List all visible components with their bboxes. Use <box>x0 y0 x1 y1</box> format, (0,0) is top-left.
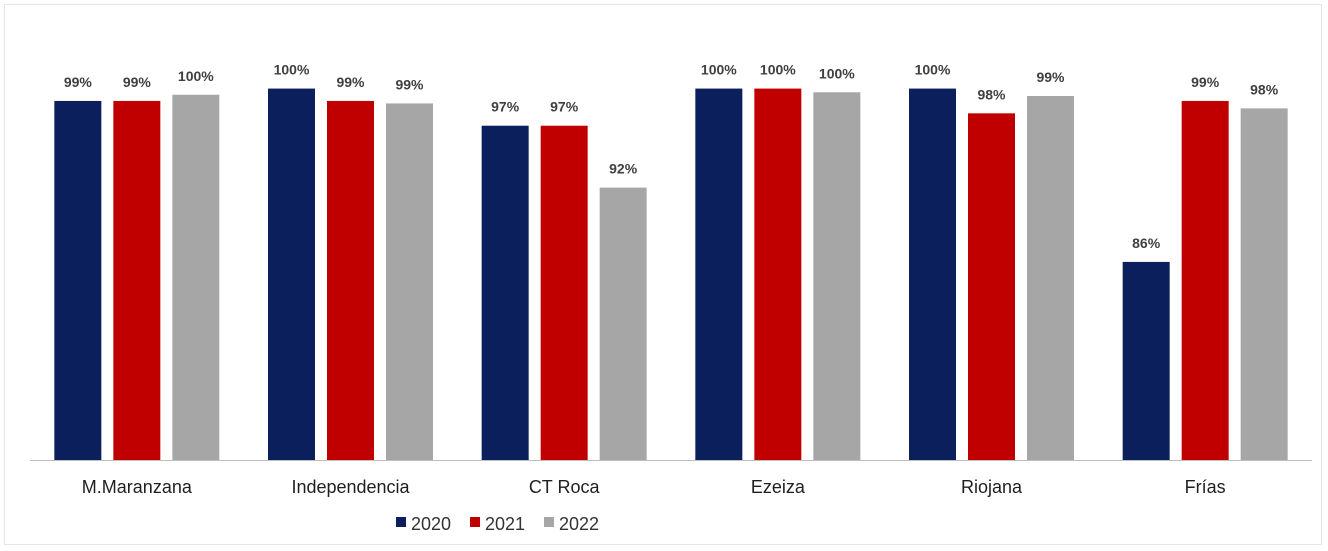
data-label-2022-5: 98% <box>1250 81 1279 97</box>
data-label-2021-3: 100% <box>760 62 796 78</box>
x-tick-label-4: Riojana <box>961 477 1023 497</box>
bar-2020-3 <box>695 88 743 461</box>
bar-2021-2 <box>540 125 588 460</box>
bar-2021-4 <box>968 113 1015 460</box>
data-label-2022-1: 99% <box>395 76 424 92</box>
bar-2021-0 <box>113 100 161 460</box>
legend-swatch-2021 <box>470 517 480 527</box>
data-label-2022-4: 99% <box>1036 69 1065 85</box>
data-label-2022-2: 92% <box>609 161 638 177</box>
chart-frame <box>4 4 1322 545</box>
legend-label-2021: 2021 <box>485 514 525 534</box>
data-label-2020-3: 100% <box>701 62 737 78</box>
x-tick-label-0: M.Maranzana <box>82 477 193 497</box>
bar-2020-5 <box>1122 261 1170 460</box>
data-label-2020-4: 100% <box>915 62 951 78</box>
bar-2022-1 <box>386 103 433 460</box>
data-label-2022-0: 100% <box>178 68 214 84</box>
bar-2022-4 <box>1027 96 1074 460</box>
data-label-2020-5: 86% <box>1132 235 1161 251</box>
data-label-2021-0: 99% <box>123 74 152 90</box>
data-label-2021-2: 97% <box>550 99 579 115</box>
x-tick-label-3: Ezeiza <box>751 477 806 497</box>
legend-label-2022: 2022 <box>559 514 599 534</box>
bar-2020-4 <box>909 88 956 461</box>
data-label-2020-0: 99% <box>64 74 93 90</box>
bar-2022-5 <box>1240 108 1288 460</box>
bar-2022-0 <box>172 94 220 460</box>
data-label-2021-1: 99% <box>336 74 365 90</box>
data-label-2022-3: 100% <box>819 65 855 81</box>
bar-2020-1 <box>268 88 315 461</box>
bar-2020-0 <box>54 100 102 460</box>
x-tick-label-2: CT Roca <box>529 477 601 497</box>
data-label-2021-5: 99% <box>1191 74 1220 90</box>
data-label-2020-1: 100% <box>274 62 310 78</box>
x-tick-label-5: Frías <box>1185 477 1226 497</box>
bar-2021-5 <box>1181 100 1229 460</box>
x-tick-label-1: Independencia <box>291 477 410 497</box>
bar-2020-2 <box>481 125 529 460</box>
bar-2021-1 <box>327 100 374 460</box>
legend-swatch-2022 <box>544 517 554 527</box>
data-label-2020-2: 97% <box>491 99 520 115</box>
bar-2021-3 <box>754 88 802 461</box>
data-label-2021-4: 98% <box>977 86 1006 102</box>
bar-2022-3 <box>813 92 861 461</box>
legend-swatch-2020 <box>396 517 406 527</box>
bar-2022-2 <box>599 187 647 460</box>
legend-label-2020: 2020 <box>411 514 451 534</box>
